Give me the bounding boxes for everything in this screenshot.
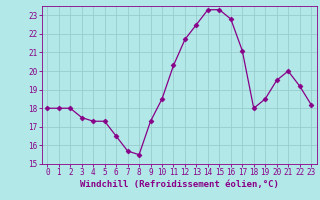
X-axis label: Windchill (Refroidissement éolien,°C): Windchill (Refroidissement éolien,°C) [80, 180, 279, 189]
